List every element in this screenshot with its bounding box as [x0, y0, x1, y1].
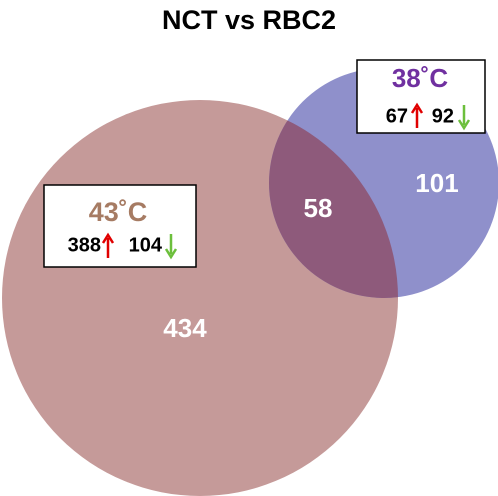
set-label: 43˚C	[89, 197, 148, 227]
up-count: 388	[68, 234, 101, 256]
only-count: 101	[415, 168, 458, 198]
set-label: 38˚C	[392, 63, 449, 93]
down-arrow	[457, 105, 471, 131]
up-arrow	[410, 102, 424, 128]
overlap-count: 58	[304, 193, 333, 223]
only-count: 434	[163, 313, 207, 343]
title: NCT vs RBC2	[162, 5, 336, 35]
up-count: 67	[386, 105, 408, 127]
down-count: 104	[129, 234, 163, 256]
down-count: 92	[432, 105, 454, 127]
down-arrow	[164, 234, 178, 260]
up-arrow	[101, 232, 115, 258]
